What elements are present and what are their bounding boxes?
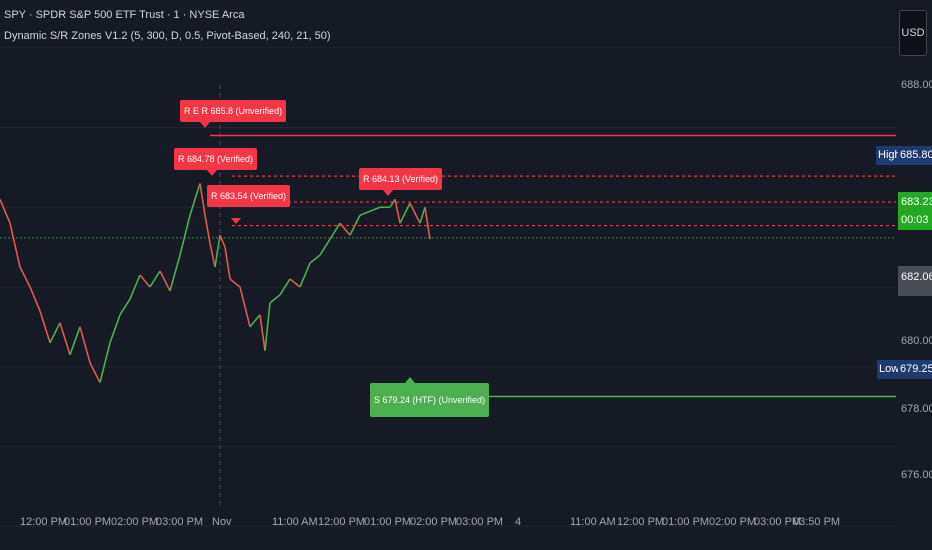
- zone-label-text: R 685.8 (Unverified): [201, 106, 283, 116]
- price-segment: [209, 242, 216, 268]
- low-price-tag: 679.25: [898, 360, 932, 379]
- high-label: High: [876, 146, 901, 165]
- price-segment: [239, 286, 251, 328]
- price-segment: [389, 198, 396, 208]
- price-segment: [309, 254, 321, 264]
- zone-label-r-684-13[interactable]: R 684.13 (Verified): [359, 168, 443, 190]
- sr-levels: [210, 134, 896, 398]
- label-pointer: [200, 122, 210, 128]
- price-segment: [299, 262, 311, 288]
- y-tick: 676.00: [901, 469, 932, 481]
- price-segment: [199, 183, 206, 216]
- price-segment: [399, 202, 411, 224]
- price-segment: [424, 207, 431, 240]
- price-segment: [139, 274, 151, 288]
- x-label: 03:00 PM: [754, 516, 802, 528]
- price-segment: [49, 322, 61, 344]
- price-segment: [409, 202, 421, 224]
- price-segment: [214, 235, 221, 268]
- label-pointer: [405, 377, 415, 383]
- price-segment: [19, 266, 31, 288]
- x-label: 02:00 PM: [410, 516, 458, 528]
- high-price-tag: 685.80: [898, 146, 932, 165]
- zone-label-prefix: R E: [184, 106, 200, 116]
- price-segment: [319, 238, 331, 256]
- x-label: 01:00 PM: [662, 516, 710, 528]
- indicator-title[interactable]: Dynamic S/R Zones V1.2 (5, 300, D, 0.5, …: [4, 30, 331, 42]
- currency-button[interactable]: USD: [899, 10, 927, 56]
- price-segment: [249, 314, 261, 328]
- x-label: 03:00 PM: [156, 516, 204, 528]
- label-pointer: [207, 170, 217, 176]
- price-segment: [129, 274, 141, 300]
- crosshair-price-tag: 682.06: [898, 266, 932, 296]
- price-segment: [149, 270, 161, 288]
- price-segment: [259, 314, 266, 351]
- y-tick: 688.00: [901, 79, 932, 91]
- price-segment: [69, 326, 81, 355]
- price-segment: [119, 298, 131, 316]
- zone-label-r-684-78[interactable]: R 684.78 (Verified): [174, 148, 258, 170]
- price-segment: [269, 294, 281, 304]
- x-label: 4: [515, 516, 522, 528]
- price-segment: [159, 270, 171, 292]
- price-segment: [59, 322, 71, 355]
- x-label: 02:00 PM: [111, 516, 159, 528]
- x-label: 12:00 PM: [617, 516, 665, 528]
- label-pointer: [383, 190, 393, 196]
- x-label: 03:50 PM: [793, 516, 841, 528]
- x-label: 11:00 AM: [272, 516, 318, 528]
- price-segment: [369, 206, 381, 212]
- price-series: [0, 183, 431, 383]
- price-segment: [329, 222, 341, 240]
- x-label: 01:00 PM: [64, 516, 112, 528]
- price-segment: [204, 215, 211, 244]
- price-segment: [9, 223, 21, 268]
- price-segment: [359, 210, 371, 216]
- current-price-value: 683.23: [901, 196, 932, 208]
- zone-label-r-685-8[interactable]: R E R 685.8 (Unverified): [180, 100, 287, 122]
- price-segment: [264, 302, 271, 351]
- current-price-tag: 683.23 00:03: [898, 192, 932, 230]
- x-label: 02:00 PM: [709, 516, 757, 528]
- price-segment: [289, 278, 301, 288]
- price-segment: [189, 183, 201, 216]
- price-segment: [39, 310, 51, 343]
- x-label: Nov: [212, 516, 232, 528]
- x-label: 03:00 PM: [456, 516, 504, 528]
- symbol-title[interactable]: SPY · SPDR S&P 500 ETF Trust · 1 · NYSE …: [4, 9, 245, 21]
- price-segment: [224, 246, 231, 280]
- price-segment: [0, 198, 11, 224]
- low-label: Low: [877, 360, 899, 379]
- price-segment: [169, 254, 181, 292]
- bar-countdown: 00:03: [901, 214, 929, 226]
- x-label: 12:00 PM: [318, 516, 366, 528]
- price-segment: [179, 215, 191, 256]
- price-segment: [79, 326, 91, 363]
- label-pointers: [200, 122, 415, 383]
- x-label: 12:00 PM: [20, 516, 68, 528]
- y-tick: 678.00: [901, 403, 932, 415]
- price-segment: [219, 234, 226, 248]
- price-segment: [109, 314, 121, 344]
- price-segment: [99, 342, 111, 383]
- price-segment: [419, 207, 426, 224]
- price-segment: [229, 278, 241, 288]
- price-segment: [29, 286, 41, 312]
- zone-label-s-679-24[interactable]: S 679.24 (HTF) (Unverified): [370, 383, 490, 417]
- x-label: 01:00 PM: [364, 516, 412, 528]
- price-segment: [89, 362, 101, 383]
- zone-label-r-683-54[interactable]: R 683.54 (Verified): [207, 185, 291, 207]
- x-label: 11:00 AM: [570, 516, 616, 528]
- price-segment: [394, 199, 401, 224]
- price-segment: [279, 278, 291, 296]
- label-pointer: [231, 218, 241, 224]
- y-tick: 680.00: [901, 335, 932, 347]
